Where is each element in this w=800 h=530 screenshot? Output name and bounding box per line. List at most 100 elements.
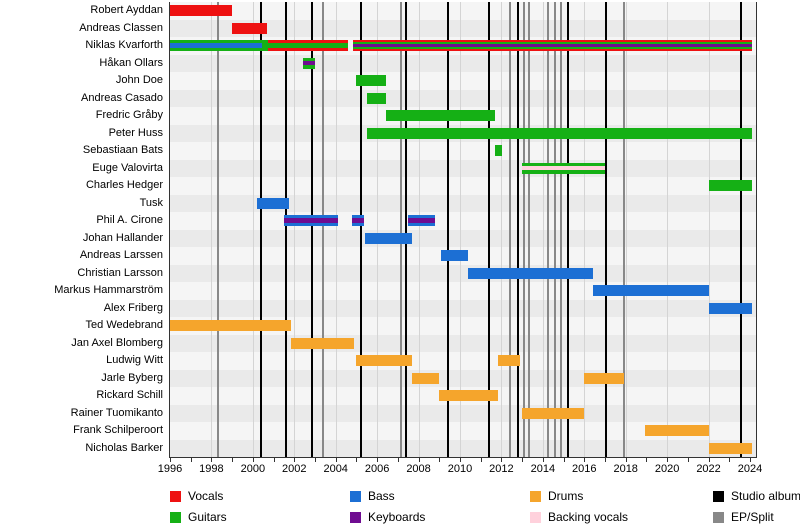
- member-bar: [364, 232, 413, 244]
- row-band: [170, 264, 756, 282]
- drums-stripe: [645, 425, 709, 436]
- member-label: Robert Ayddan: [90, 4, 163, 16]
- year-gridline: [252, 2, 254, 457]
- member-bar: [439, 390, 499, 401]
- member-label: Phil A. Cirone: [96, 214, 163, 226]
- legend-item-guitars: Guitars: [170, 511, 310, 524]
- x-axis-tick-label: 2010: [447, 463, 473, 475]
- bass-stripe: [592, 285, 709, 296]
- drums-stripe: [439, 390, 499, 401]
- member-bar: [412, 372, 440, 384]
- year-gridline: [542, 2, 544, 457]
- member-label: Jan Axel Blomberg: [71, 336, 163, 349]
- member-bar: [170, 320, 292, 331]
- member-bar: [352, 215, 364, 226]
- member-label: Andreas Larssen: [79, 249, 163, 261]
- x-axis-tick: [439, 458, 441, 462]
- guitars-stripe: [170, 47, 263, 51]
- member-label: Andreas Classen: [79, 21, 163, 34]
- bass-stripe: [408, 215, 436, 219]
- vocals-stripe: [170, 5, 233, 16]
- member-bar: [584, 372, 624, 384]
- member-bar: [170, 40, 263, 51]
- row-band: [170, 2, 756, 20]
- row-band: [170, 89, 756, 107]
- vocals-stripe: [353, 48, 753, 52]
- x-axis-line: [169, 457, 757, 458]
- bass-stripe: [283, 222, 338, 226]
- x-axis-tick: [314, 458, 316, 462]
- member-label: Alex Friberg: [103, 301, 163, 314]
- year-gridline: [294, 2, 296, 457]
- drums-stripe: [708, 442, 753, 454]
- guitars-stripe: [302, 57, 315, 61]
- row-band: [170, 352, 756, 370]
- member-bar: [386, 110, 496, 121]
- studio-album-line: [605, 2, 608, 457]
- member-bar: [356, 355, 413, 366]
- keyboards-stripe: [302, 60, 315, 66]
- member-bar: [468, 267, 593, 279]
- studio-album-line: [284, 2, 287, 457]
- x-axis-tick-label: 1996: [157, 463, 183, 475]
- guitars-stripe: [386, 110, 496, 121]
- drums-stripe: [522, 407, 585, 419]
- plot-left-border: [169, 2, 170, 458]
- ep-split-swatch: [713, 512, 724, 523]
- member-bar: [592, 285, 709, 296]
- x-axis-tick: [170, 458, 171, 462]
- ep-split-line: [622, 2, 625, 457]
- row-band: [170, 177, 756, 195]
- x-axis-tick: [625, 458, 627, 462]
- x-axis-tick-label: 2014: [530, 463, 556, 475]
- guitars-stripe: [268, 43, 349, 48]
- row-band: [170, 229, 756, 247]
- guitars-stripe: [170, 40, 263, 44]
- x-axis-tick-label: 2008: [406, 463, 431, 475]
- member-bar: [441, 250, 469, 261]
- x-axis-tick-label: 2020: [654, 463, 680, 475]
- member-label: Nicholas Barker: [85, 441, 163, 454]
- guitars-stripe: [262, 40, 269, 51]
- guitars-stripe: [366, 127, 753, 139]
- legend-label: Studio album: [731, 489, 800, 503]
- drums-stripe: [170, 320, 292, 331]
- ep-split-line: [399, 2, 402, 457]
- bass-swatch: [350, 491, 361, 502]
- x-axis-tick: [542, 458, 544, 462]
- year-gridline: [211, 2, 213, 457]
- x-axis-tick: [232, 458, 234, 462]
- member-bar: [645, 425, 709, 436]
- guitars-stripe: [495, 145, 503, 156]
- year-gridline: [377, 2, 379, 457]
- x-axis-tick: [294, 458, 296, 462]
- studio-album-line: [405, 2, 408, 457]
- bass-stripe: [352, 222, 364, 226]
- studio-album-line: [487, 2, 490, 457]
- row-band: [170, 439, 756, 457]
- row-band: [170, 142, 756, 160]
- ep-split-line: [554, 2, 557, 457]
- x-axis-tick: [687, 458, 689, 462]
- x-axis-tick: [273, 458, 275, 462]
- ep-split-line: [216, 2, 219, 457]
- x-axis-tick: [646, 458, 648, 462]
- keyboards-swatch: [350, 512, 361, 523]
- guitars-stripe: [353, 42, 753, 45]
- member-label: Niklas Kvarforth: [85, 39, 163, 51]
- member-bar: [291, 337, 355, 349]
- x-axis-tick: [356, 458, 358, 462]
- year-gridline: [625, 2, 627, 457]
- legend-label: Guitars: [188, 510, 227, 524]
- bass-stripe: [352, 215, 364, 219]
- member-bar: [356, 75, 387, 86]
- vocals-stripe: [353, 40, 753, 43]
- bass-stripe: [708, 302, 753, 314]
- member-bar: [522, 407, 585, 419]
- guitars-stripe: [366, 92, 387, 104]
- drums-stripe: [356, 355, 413, 366]
- legend-item-bass: Bass: [350, 490, 490, 503]
- drums-stripe: [498, 355, 521, 366]
- member-label: Tusk: [139, 196, 163, 209]
- x-axis-tick-label: 2024: [737, 463, 763, 475]
